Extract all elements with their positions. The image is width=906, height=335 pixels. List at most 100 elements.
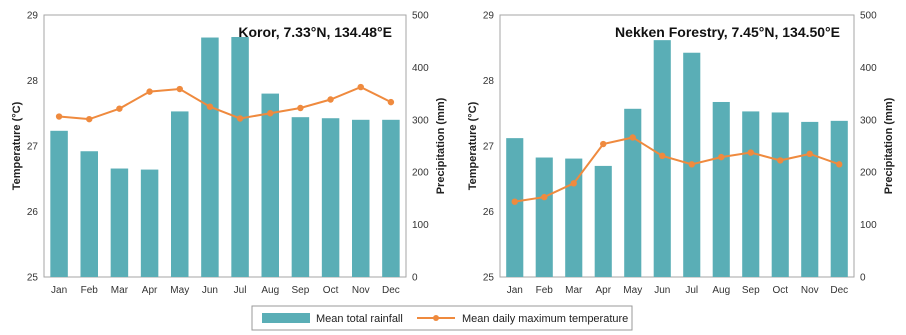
x-axis-tick-label: Oct [772,285,788,296]
temperature-point [718,153,725,161]
chart-nekken-forestry: 25 26 27 28 29 0 100 200 300 400 500 Temperature (°… [467,11,895,297]
legend: Mean total rainfall Mean daily maximum t… [251,305,633,331]
rainfall-bar [382,119,400,277]
right-axis-tick-label: 100 [412,220,429,231]
legend-bar-swatch [262,313,310,323]
right-axis-tick-label: 400 [860,63,877,74]
temperature-point [836,161,843,168]
rainfall-bar [201,37,219,278]
temperature-point [541,193,548,201]
left-axis-tick-label: 26 [27,207,39,218]
x-axis-tick-label: Oct [323,285,339,296]
temperature-point [327,96,334,103]
x-axis-tick-label: Feb [81,285,99,296]
left-axis-tick-label: 28 [27,76,39,87]
temperature-point [55,113,63,120]
chart-title: Koror, 7.33°N, 134.48°E [238,24,392,40]
rainfall-bar [291,117,310,278]
temperature-point [116,105,123,112]
rainfall-bar [830,120,848,278]
plot-frame [43,14,407,278]
x-axis-tick-label: Aug [712,285,730,296]
left-axis-tick-label: 27 [483,142,495,153]
rainfall-bar [535,157,553,277]
x-axis-tick-label: Feb [536,285,554,296]
temperature-point [688,161,695,168]
right-axis-tick-label: 500 [412,11,429,22]
x-axis-tick-label: May [170,285,189,296]
x-axis-tick-label: Aug [261,285,279,296]
x-axis-tick-label: Dec [830,285,848,296]
left-axis-title: Temperature (°C) [11,101,23,190]
x-axis-tick-label: Jul [234,285,247,296]
temperature-point [387,98,395,106]
rainfall-bar [261,93,279,277]
plot-frame [499,14,855,278]
chart-koror: 25 26 27 28 29 0 100 200 300 400 500 Temperature (°… [11,11,447,297]
left-axis-tick-label: 28 [483,76,495,87]
rainfall-bar [801,121,819,278]
left-axis-tick-label: 25 [27,273,39,284]
x-axis-tick-label: Sep [292,285,310,296]
temperature-line [514,136,840,203]
temperature-point [357,83,364,91]
rainfall-bar [80,151,98,277]
rainfall-bar [171,111,189,277]
left-axis-title: Temperature (°C) [467,101,479,190]
right-axis-tick-label: 0 [860,273,866,284]
temperature-point [806,150,813,158]
temperature-point [747,149,754,156]
x-axis-tick-label: Jan [507,285,523,296]
temperature-point [146,88,153,95]
temperature-point [511,198,518,205]
rainfall-bar [140,169,159,277]
rainfall-bar [565,158,583,277]
left-axis-tick-label: 26 [483,207,495,218]
rainfall-bar [771,112,789,278]
temperature-point [659,152,666,160]
rainfall-bar [321,118,340,277]
x-axis-tick-label: May [623,285,642,296]
left-axis-tick-label: 25 [483,273,495,284]
right-axis-title: Precipitation (mm) [883,97,895,194]
temperature-point [629,134,636,141]
temperature-point [206,103,214,110]
temperature-point [86,115,93,123]
temperature-point [777,157,784,164]
right-axis-title: Precipitation (mm) [435,97,447,194]
temperature-line [58,85,392,121]
x-axis-tick-label: Mar [565,285,583,296]
chart-title: Nekken Forestry, 7.45°N, 134.50°E [615,24,840,40]
legend-line-marker [433,315,439,321]
rainfall-bar [624,108,642,278]
right-axis-tick-label: 100 [860,220,877,231]
right-axis-tick-label: 500 [860,11,877,22]
x-axis-tick-label: Apr [142,285,158,296]
x-axis-tick-label: Jul [685,285,698,296]
temperature-point [267,110,274,117]
rainfall-bar [594,165,612,277]
temperature-point [570,180,577,187]
right-axis-tick-label: 300 [860,115,877,126]
rainfall-bar [110,168,129,277]
left-axis-tick-label: 29 [483,11,495,22]
x-axis-tick-label: Nov [352,285,370,296]
rainfall-bar [506,138,524,277]
right-axis-tick-label: 400 [412,63,429,74]
x-axis-tick-label: Sep [742,285,760,296]
temperature-point [297,104,304,112]
legend-line-label: Mean daily maximum temperature [462,313,628,325]
x-axis-tick-label: Jun [654,285,670,296]
rainfall-bar [712,101,730,277]
temperature-point [176,85,183,93]
rainfall-bar [231,37,249,278]
x-axis-tick-label: Mar [111,285,129,296]
left-axis-tick-label: 27 [27,142,39,153]
rainfall-bar [352,119,370,277]
x-axis-tick-label: Nov [801,285,819,296]
right-axis-tick-label: 200 [412,168,429,179]
rainfall-bar [50,130,68,277]
temperature-point [600,140,607,148]
left-axis-tick-label: 29 [27,11,39,22]
